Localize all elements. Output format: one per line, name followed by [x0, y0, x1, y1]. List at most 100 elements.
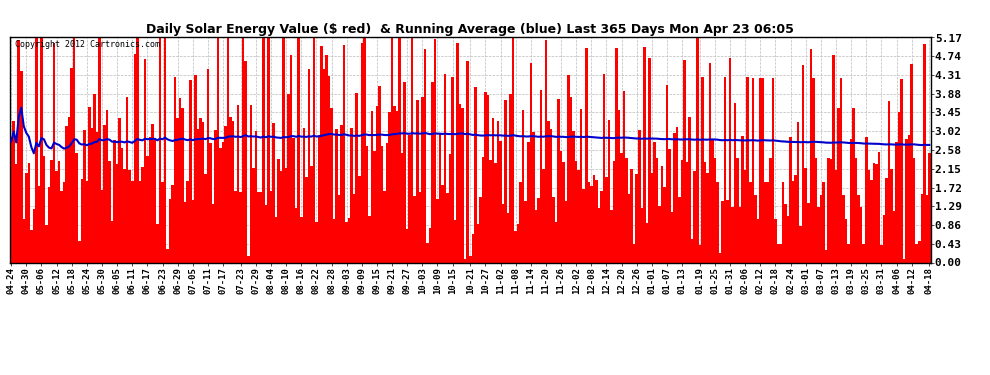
- Bar: [111, 221, 113, 262]
- Bar: [648, 57, 650, 262]
- Bar: [269, 191, 272, 262]
- Bar: [75, 153, 78, 262]
- Bar: [456, 43, 459, 262]
- Bar: [333, 219, 336, 262]
- Bar: [807, 202, 810, 262]
- Bar: [267, 38, 269, 262]
- Bar: [815, 158, 817, 262]
- Bar: [631, 169, 633, 262]
- Bar: [527, 142, 530, 262]
- Bar: [328, 76, 331, 262]
- Bar: [43, 156, 46, 262]
- Bar: [353, 194, 355, 262]
- Bar: [393, 106, 396, 262]
- Bar: [570, 97, 572, 262]
- Bar: [610, 210, 613, 262]
- Bar: [378, 86, 381, 262]
- Bar: [448, 153, 451, 262]
- Bar: [517, 224, 520, 262]
- Bar: [338, 195, 341, 262]
- Bar: [93, 94, 96, 262]
- Bar: [616, 48, 618, 262]
- Bar: [121, 148, 124, 262]
- Bar: [453, 220, 456, 262]
- Bar: [890, 170, 893, 262]
- Bar: [840, 78, 842, 262]
- Bar: [381, 146, 383, 262]
- Bar: [191, 201, 194, 262]
- Bar: [567, 75, 570, 262]
- Bar: [230, 117, 232, 262]
- Bar: [598, 208, 600, 262]
- Bar: [55, 171, 57, 262]
- Bar: [434, 39, 437, 262]
- Bar: [398, 38, 401, 262]
- Bar: [825, 250, 828, 262]
- Bar: [469, 256, 471, 262]
- Bar: [676, 127, 678, 262]
- Bar: [693, 171, 696, 262]
- Bar: [921, 194, 923, 262]
- Bar: [794, 175, 797, 262]
- Bar: [880, 245, 883, 262]
- Bar: [645, 224, 648, 262]
- Bar: [78, 241, 80, 262]
- Bar: [507, 213, 509, 262]
- Bar: [532, 132, 535, 262]
- Bar: [275, 217, 277, 262]
- Bar: [802, 64, 805, 262]
- Bar: [310, 166, 313, 262]
- Bar: [252, 168, 254, 262]
- Bar: [522, 110, 525, 262]
- Bar: [363, 38, 365, 262]
- Bar: [593, 175, 595, 262]
- Bar: [835, 170, 838, 262]
- Bar: [80, 179, 83, 262]
- Bar: [877, 152, 880, 262]
- Bar: [686, 162, 688, 262]
- Bar: [484, 92, 487, 262]
- Bar: [771, 78, 774, 262]
- Bar: [225, 126, 227, 262]
- Bar: [668, 148, 671, 262]
- Bar: [847, 244, 849, 262]
- Bar: [350, 128, 353, 262]
- Bar: [575, 161, 577, 262]
- Bar: [696, 38, 699, 262]
- Bar: [370, 111, 373, 262]
- Bar: [572, 131, 575, 262]
- Bar: [489, 160, 492, 262]
- Bar: [926, 195, 928, 262]
- Bar: [401, 153, 403, 262]
- Bar: [272, 123, 275, 262]
- Bar: [787, 216, 789, 262]
- Bar: [442, 185, 444, 262]
- Bar: [308, 69, 310, 262]
- Bar: [396, 111, 398, 262]
- Bar: [437, 199, 439, 262]
- Bar: [857, 195, 860, 262]
- Bar: [509, 94, 512, 262]
- Bar: [212, 204, 214, 262]
- Bar: [277, 159, 280, 262]
- Bar: [280, 171, 282, 262]
- Bar: [432, 82, 434, 262]
- Bar: [800, 226, 802, 262]
- Bar: [209, 143, 212, 262]
- Bar: [98, 38, 101, 262]
- Bar: [35, 38, 38, 262]
- Bar: [347, 217, 350, 262]
- Bar: [538, 198, 540, 262]
- Bar: [343, 45, 346, 262]
- Bar: [88, 106, 91, 262]
- Bar: [119, 118, 121, 262]
- Bar: [641, 208, 644, 262]
- Bar: [494, 164, 497, 262]
- Bar: [461, 108, 464, 262]
- Bar: [547, 122, 549, 262]
- Bar: [373, 152, 375, 262]
- Bar: [346, 222, 347, 262]
- Bar: [903, 259, 906, 262]
- Bar: [30, 230, 33, 262]
- Bar: [916, 244, 918, 262]
